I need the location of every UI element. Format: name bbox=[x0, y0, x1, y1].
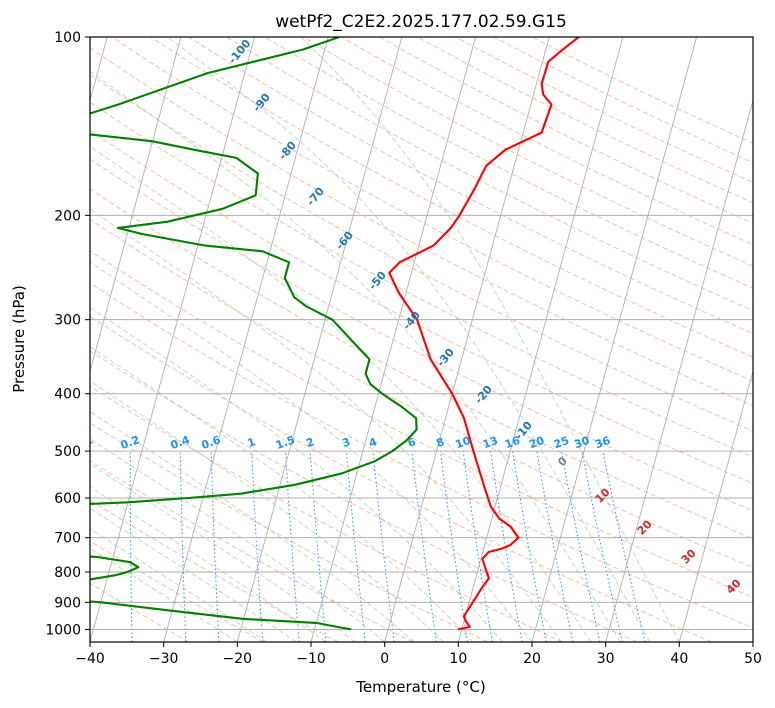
x-tick-label: 30 bbox=[597, 651, 615, 667]
moist-adiabat bbox=[90, 380, 444, 642]
x-tick-label: 10 bbox=[449, 651, 467, 667]
x-tick-label: 50 bbox=[744, 651, 762, 667]
dry-adiabat bbox=[90, 250, 753, 599]
dewpoint-line bbox=[90, 37, 418, 631]
y-tick-label: 400 bbox=[54, 387, 81, 403]
x-tick-label: −20 bbox=[223, 651, 253, 667]
mixing-ratio-line bbox=[561, 451, 601, 642]
mixing-ratio-label: 3 bbox=[340, 435, 352, 450]
mixing-ratio-line bbox=[440, 451, 468, 642]
isotherm bbox=[531, 37, 697, 642]
y-tick-label: 500 bbox=[54, 444, 81, 460]
x-axis-label: Temperature (°C) bbox=[355, 678, 485, 696]
moist-adiabat bbox=[90, 346, 474, 642]
y-tick-label: 900 bbox=[54, 595, 81, 611]
dry-adiabat bbox=[90, 499, 339, 642]
mixing-ratio-label: 6 bbox=[406, 435, 418, 450]
mixing-ratio-label: 0.4 bbox=[169, 433, 192, 452]
y-tick-label: 1000 bbox=[45, 622, 81, 638]
background-lines bbox=[90, 37, 753, 642]
mixing-ratio-label: 1.5 bbox=[274, 433, 297, 452]
mixing-ratio-line bbox=[581, 451, 623, 642]
isotherm bbox=[310, 37, 476, 642]
chart-title: wetPf2_C2E2.2025.177.02.59.G15 bbox=[275, 12, 567, 32]
mixing-ratio-label: 10 bbox=[454, 434, 473, 452]
mixing-ratio-label: 0.2 bbox=[119, 433, 142, 452]
y-axis-ticks: 100 200 300 400 500 600 700 800 900 1000 bbox=[45, 30, 90, 638]
dry-adiabat bbox=[90, 582, 190, 642]
y-tick-label: 600 bbox=[54, 491, 81, 507]
dry-adiabat bbox=[90, 129, 753, 485]
x-tick-label: 40 bbox=[670, 651, 688, 667]
dry-adiabat bbox=[90, 282, 753, 629]
mixing-ratio-label: 4 bbox=[367, 435, 379, 450]
isotherm bbox=[236, 37, 403, 642]
temperature-line bbox=[388, 37, 580, 631]
isotherm bbox=[90, 37, 182, 373]
mixing-ratio-label: 8 bbox=[434, 435, 446, 450]
y-axis-label: Pressure (hPa) bbox=[10, 285, 28, 393]
y-tick-label: 100 bbox=[54, 30, 81, 46]
moist-adiabat bbox=[300, 37, 680, 642]
y-tick-label: 800 bbox=[54, 565, 81, 581]
isotherm bbox=[678, 369, 753, 642]
isotherm bbox=[605, 98, 753, 642]
y-tick-label: 700 bbox=[54, 531, 81, 547]
mixing-ratio-label: 0.1 bbox=[72, 433, 95, 452]
moist-adiabat bbox=[90, 463, 356, 642]
y-tick-label: 200 bbox=[54, 208, 81, 224]
moist-adiabat bbox=[90, 438, 386, 642]
dry-adiabat bbox=[90, 315, 712, 642]
mixing-ratio-label: 16 bbox=[503, 434, 522, 452]
x-tick-label: −30 bbox=[149, 651, 179, 667]
dry-adiabat bbox=[90, 73, 753, 432]
moist-adiabat bbox=[90, 306, 503, 642]
moist-adiabat bbox=[167, 37, 651, 642]
moist-adiabat bbox=[90, 70, 621, 642]
mixing-ratio-line bbox=[411, 451, 437, 642]
mixing-ratio-label: 13 bbox=[481, 434, 500, 451]
mixing-ratio-label: 0.6 bbox=[200, 433, 223, 452]
mixing-ratio-label: 30 bbox=[572, 434, 591, 452]
isotherm bbox=[384, 37, 550, 642]
mixing-ratio-line bbox=[309, 451, 327, 642]
moist-adiabat bbox=[90, 261, 533, 642]
mixing-ratio-line bbox=[285, 451, 300, 642]
dry-adiabat bbox=[90, 218, 753, 569]
x-tick-label: −40 bbox=[75, 651, 105, 667]
isotherm bbox=[90, 37, 255, 642]
dry-adiabat bbox=[90, 158, 753, 512]
x-tick-label: 0 bbox=[380, 651, 389, 667]
plot-frame bbox=[89, 36, 754, 643]
mixing-ratio-label: 20 bbox=[527, 434, 546, 452]
mixing-ratio-line bbox=[372, 451, 395, 642]
mixing-ratio-label: 2 bbox=[304, 435, 316, 450]
y-tick-label: 300 bbox=[54, 313, 81, 329]
mixing-ratio-label: 1 bbox=[246, 435, 258, 450]
mixing-ratio-line bbox=[346, 451, 366, 642]
x-tick-label: −10 bbox=[296, 651, 326, 667]
x-tick-label: 20 bbox=[523, 651, 541, 667]
isotherm bbox=[457, 37, 624, 642]
dry-adiabat bbox=[90, 422, 488, 642]
moist-adiabat bbox=[90, 208, 562, 642]
moist-adiabat bbox=[90, 145, 592, 642]
dry-adiabat bbox=[188, 37, 753, 335]
dry-adiabat bbox=[90, 101, 753, 458]
mixing-ratio-label: 36 bbox=[593, 434, 612, 452]
mixing-ratio-label: 25 bbox=[552, 434, 571, 451]
plot-area: -100-90-80-70-60-50-40-30-20-10010203040… bbox=[45, 30, 762, 667]
x-axis-ticks: −40 −30 −20 −10 0 10 20 30 40 50 bbox=[75, 642, 762, 667]
dry-adiabat bbox=[90, 350, 638, 642]
dry-adiabat bbox=[226, 37, 753, 312]
profile-lines bbox=[90, 37, 580, 631]
mixing-ratio-line bbox=[536, 451, 574, 642]
dry-adiabat bbox=[264, 37, 753, 289]
moist-adiabat bbox=[90, 507, 297, 642]
mixing-ratio-line bbox=[462, 451, 493, 642]
isotherm bbox=[163, 37, 329, 642]
